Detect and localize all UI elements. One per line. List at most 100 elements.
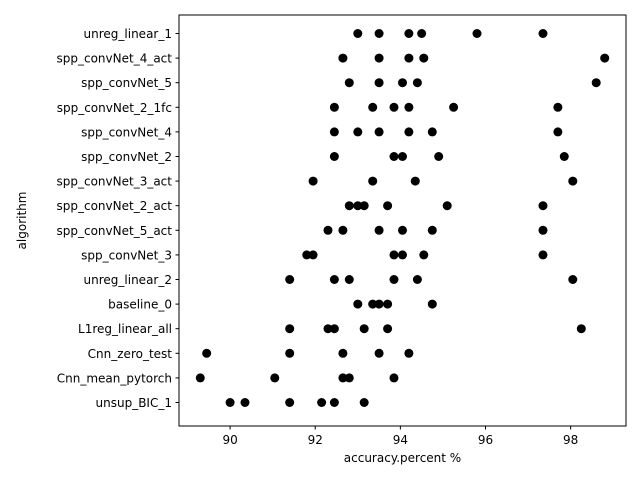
y-tick-label: baseline_0 [108,298,172,312]
data-point [419,250,429,260]
data-point [270,373,280,383]
x-axis-ticks: 90 92 94 96 98 [222,426,578,447]
y-tick-label: Cnn_mean_pytorch [57,371,172,385]
data-point [338,225,348,235]
x-tick-label: 90 [222,433,237,447]
y-tick-label: spp_convNet_5 [81,76,172,90]
data-point [285,398,295,407]
data-point [600,53,610,63]
data-point [329,398,339,407]
y-axis-ticks: unreg_linear_1 spp_convNet_4_act spp_convN… [57,27,179,410]
data-point [368,176,378,186]
x-tick-label: 94 [393,433,408,447]
data-point [398,152,407,161]
data-point [374,78,384,88]
data-point [576,324,586,334]
data-point [329,152,339,161]
data-point [344,275,354,284]
data-point [419,53,429,63]
data-point [302,250,312,260]
data-point [383,324,393,334]
y-tick-label: Cnn_zero_test [88,347,173,361]
data-point [353,29,363,38]
data-point [472,29,482,38]
data-point [374,299,384,309]
data-point [353,201,363,211]
y-tick-label: spp_convNet_5_act [57,224,173,238]
data-point [434,152,444,161]
data-point [225,398,235,407]
data-point [323,225,333,235]
data-point [538,250,548,260]
data-point [591,78,601,88]
data-point [317,398,327,407]
y-tick-label: L1reg_linear_all [78,322,172,336]
y-tick-label: unreg_linear_2 [84,273,172,287]
data-point [404,29,414,38]
data-point [195,373,205,383]
data-point [344,78,354,88]
data-point [538,225,548,235]
data-point [285,324,295,334]
data-point [538,201,548,211]
y-tick-label: spp_convNet_3_act [57,175,173,189]
data-point [202,348,212,358]
data-point [374,225,384,235]
data-point [353,127,363,137]
data-point [427,225,437,235]
data-point [359,324,369,334]
y-tick-label: unreg_linear_1 [84,27,172,41]
data-point [329,324,339,334]
data-point [389,250,399,260]
data-point [410,176,420,186]
data-point [359,398,369,407]
data-point [427,127,437,137]
data-point [559,152,569,161]
data-point [285,275,295,284]
data-point [374,127,384,137]
data-point [374,53,384,63]
x-tick-label: 96 [478,433,493,447]
data-point [553,102,563,112]
data-point [404,348,414,358]
data-point [285,348,295,358]
y-tick-label: unsup_BIC_1 [96,396,172,410]
x-axis-label: accuracy.percent % [344,451,461,465]
data-point [404,53,414,63]
data-point [538,29,548,38]
data-point [389,152,399,161]
data-point [404,127,414,137]
data-point [398,250,407,260]
x-tick-label: 92 [308,433,323,447]
data-point [389,373,399,383]
data-points [195,29,610,407]
data-point [338,348,348,358]
data-point [442,201,452,211]
data-point [568,275,578,284]
data-point [240,398,250,407]
data-point [329,102,339,112]
y-tick-label: spp_convNet_2_act [57,199,173,213]
data-point [353,299,363,309]
y-tick-label: spp_convNet_4 [81,125,172,139]
data-point [323,324,333,334]
data-point [412,275,422,284]
x-tick-label: 98 [563,433,578,447]
data-point [568,176,578,186]
data-point [383,299,393,309]
data-point [368,299,378,309]
data-point [417,29,427,38]
data-point [404,102,414,112]
data-point [412,78,422,88]
data-point [368,102,378,112]
data-point [449,102,459,112]
y-tick-label: spp_convNet_4_act [57,52,173,66]
data-point [374,348,384,358]
data-point [329,127,339,137]
data-point [389,275,399,284]
data-point [389,102,399,112]
data-point [383,201,393,211]
data-point [344,373,354,383]
data-point [344,201,354,211]
data-point [374,29,384,38]
